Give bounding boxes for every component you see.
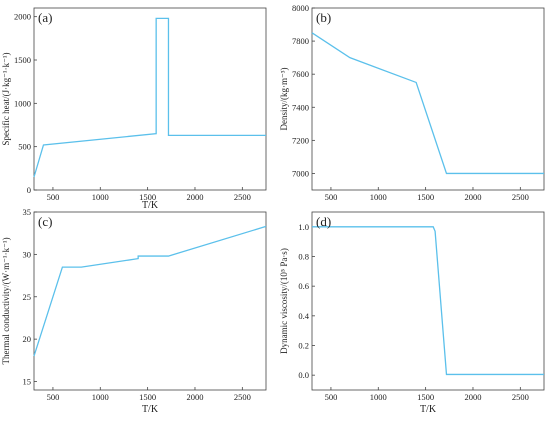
y-tick-label: 20 (23, 334, 32, 344)
y-tick-label: 0 (27, 185, 31, 195)
x-tick-label: 2500 (512, 192, 529, 202)
y-axis-label: Specific heat/(J·kg⁻¹·k⁻¹) (1, 52, 11, 145)
x-tick-label: 500 (47, 192, 60, 202)
x-axis-label: T/K (142, 200, 159, 211)
x-tick-label: 1500 (417, 392, 434, 402)
x-tick-label: 2000 (464, 192, 481, 202)
panel-1: 500 1000 1500 2000 2500 0 500 1000 1500 2000 (a) T/… (1, 7, 267, 211)
y-tick-label: 0.0 (298, 370, 309, 380)
panel-2: 500 1000 1500 2000 2500 7000 7200 7400 7600 7800 8… (279, 3, 545, 202)
x-tick-label: 500 (47, 392, 60, 402)
y-tick-label: 0.6 (298, 281, 309, 291)
x-tick-label: 500 (325, 192, 338, 202)
x-tick-label: 1500 (139, 192, 156, 202)
x-tick-label: 2000 (464, 392, 481, 402)
x-tick-label: 2500 (234, 392, 251, 402)
panel-label: (d) (316, 214, 331, 229)
y-tick-label: 7000 (292, 168, 309, 178)
y-tick-label: 1.0 (298, 222, 309, 232)
y-tick-label: 8000 (292, 3, 309, 13)
x-tick-label: 1000 (92, 192, 109, 202)
panel-label: (a) (38, 10, 52, 25)
plot-frame (311, 7, 545, 191)
y-tick-label: 0.4 (298, 311, 309, 321)
y-tick-label: 0.8 (298, 252, 309, 262)
x-tick-label: 2000 (186, 192, 203, 202)
y-tick-label: 25 (23, 292, 32, 302)
x-tick-label: 2000 (186, 392, 203, 402)
y-tick-label: 30 (23, 249, 32, 259)
y-tick-label: 500 (18, 142, 31, 152)
x-tick-label: 2500 (512, 392, 529, 402)
series-line (311, 32, 544, 175)
y-tick-label: 0.2 (298, 341, 309, 351)
x-axis-label: T/K (142, 404, 159, 415)
series-line (312, 226, 544, 376)
x-tick-label: 2500 (234, 192, 251, 202)
x-tick-label: 1500 (417, 192, 434, 202)
panel-3: 500 1000 1500 2000 2500 15 20 25 30 35 (c) T/K Therm… (1, 207, 267, 415)
y-axis-label: Density/(kg·m⁻³) (279, 68, 289, 131)
x-axis-label: T/K (420, 404, 437, 415)
x-tick-label: 1000 (370, 192, 387, 202)
y-tick-label: 1000 (14, 98, 31, 108)
y-tick-label: 15 (23, 377, 32, 387)
y-tick-label: 7400 (292, 102, 309, 112)
y-tick-label: 7600 (292, 69, 309, 79)
plot-frame (33, 211, 267, 391)
plot-frame (33, 7, 267, 191)
x-tick-label: 500 (325, 392, 338, 402)
y-tick-label: 7200 (292, 135, 309, 145)
x-tick-label: 1000 (370, 392, 387, 402)
plot-frame (311, 211, 545, 391)
x-tick-label: 1000 (92, 392, 109, 402)
panel-label: (b) (316, 10, 331, 25)
series-line (33, 17, 266, 178)
panel-label: (c) (38, 214, 52, 229)
y-tick-label: 7800 (292, 36, 309, 46)
y-axis-label: Dynamic viscosity/(10⁵ Pa·s) (279, 248, 289, 354)
y-axis-label: Thermal conductivity/(W·m⁻¹·k⁻¹) (1, 237, 11, 364)
x-tick-label: 1500 (139, 392, 156, 402)
y-tick-label: 1500 (14, 55, 31, 65)
series-line (33, 225, 267, 357)
panel-4: 500 1000 1500 2000 2500 0.0 0.2 0.4 0.6 0.8 1.0 (d)… (279, 211, 545, 415)
y-tick-label: 2000 (14, 12, 31, 22)
y-tick-label: 35 (23, 207, 32, 217)
